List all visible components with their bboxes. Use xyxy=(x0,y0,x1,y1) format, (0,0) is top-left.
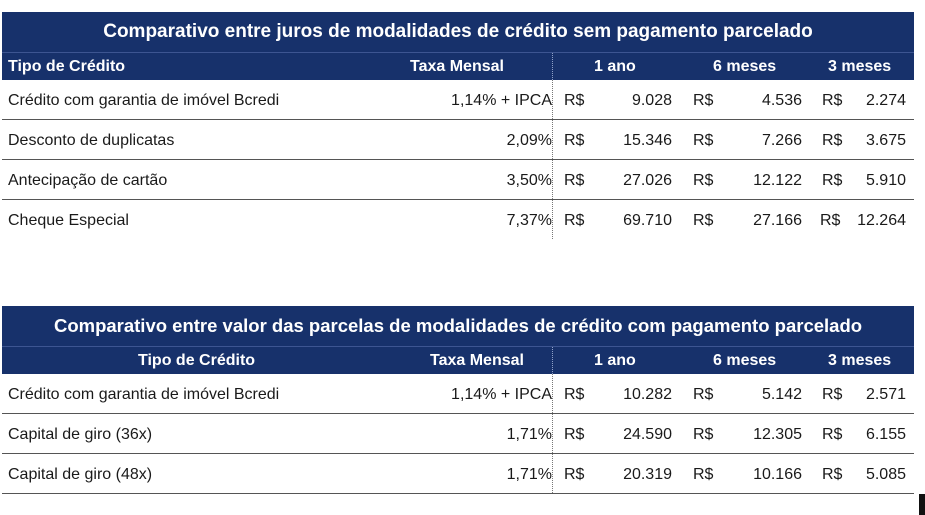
cell-currency: R$ xyxy=(693,426,714,443)
column-divider xyxy=(552,347,553,374)
cell-3-meses: 6.155 xyxy=(865,426,906,443)
cell-tipo: Cheque Especial xyxy=(8,212,129,229)
table-row: Capital de giro (36x) 1,71% R$ 24.590 R$… xyxy=(2,414,914,454)
table-row: Crédito com garantia de imóvel Bcredi 1,… xyxy=(2,80,914,120)
cell-1-ano: 9.028 xyxy=(631,92,672,109)
cell-currency: R$ xyxy=(564,132,585,149)
table-title: Comparativo entre valor das parcelas de … xyxy=(2,306,914,346)
cell-taxa: 1,71% xyxy=(506,466,552,483)
cell-1-ano: 69.710 xyxy=(623,212,672,229)
table-row: Antecipação de cartão 3,50% R$ 27.026 R$… xyxy=(2,160,914,200)
cell-6-meses: 12.122 xyxy=(753,172,802,189)
cell-currency: R$ xyxy=(564,426,585,443)
cell-tipo: Crédito com garantia de imóvel Bcredi xyxy=(8,386,280,403)
header-1-ano: 1 ano xyxy=(594,58,636,75)
column-divider xyxy=(552,53,553,80)
cell-taxa: 2,09% xyxy=(506,132,552,149)
cell-currency: R$ xyxy=(564,386,585,403)
cell-currency: R$ xyxy=(822,466,843,483)
header-tipo-credito: Tipo de Crédito xyxy=(8,58,126,75)
cell-3-meses: 2.571 xyxy=(865,386,906,403)
header-3-meses: 3 meses xyxy=(828,58,892,75)
cell-currency: R$ xyxy=(822,92,843,109)
table-row: Desconto de duplicatas 2,09% R$ 15.346 R… xyxy=(2,120,914,160)
cell-currency: R$ xyxy=(822,132,843,149)
cell-taxa: 7,37% xyxy=(506,212,552,229)
cell-currency: R$ xyxy=(564,172,585,189)
header-3-meses: 3 meses xyxy=(828,352,892,369)
cell-tipo: Capital de giro (36x) xyxy=(8,426,153,443)
column-divider xyxy=(552,80,553,119)
cell-tipo: Crédito com garantia de imóvel Bcredi xyxy=(8,92,280,109)
table-parcelas-com-parcelamento: Comparativo entre valor das parcelas de … xyxy=(2,306,914,494)
cell-1-ano: 20.319 xyxy=(623,466,672,483)
cell-6-meses: 12.305 xyxy=(753,426,802,443)
cell-3-meses: 2.274 xyxy=(865,92,906,109)
column-divider xyxy=(552,120,553,159)
cell-6-meses: 5.142 xyxy=(761,386,802,403)
table-row: Capital de giro (48x) 1,71% R$ 20.319 R$… xyxy=(2,454,914,494)
cell-6-meses: 27.166 xyxy=(753,212,802,229)
cell-currency: R$ xyxy=(822,172,843,189)
cell-taxa: 3,50% xyxy=(506,172,552,189)
cell-currency: R$ xyxy=(820,212,841,229)
table-header-row: Tipo de Crédito Taxa Mensal 1 ano 6 mese… xyxy=(2,52,914,80)
cell-6-meses: 7.266 xyxy=(761,132,802,149)
header-6-meses: 6 meses xyxy=(713,352,777,369)
cell-6-meses: 4.536 xyxy=(761,92,802,109)
column-divider xyxy=(552,454,553,493)
cell-currency: R$ xyxy=(693,132,714,149)
table-row: Crédito com garantia de imóvel Bcredi 1,… xyxy=(2,374,914,414)
cell-currency: R$ xyxy=(693,386,714,403)
cell-tipo: Antecipação de cartão xyxy=(8,172,168,189)
cell-3-meses: 5.085 xyxy=(865,466,906,483)
cell-taxa: 1,14% + IPCA xyxy=(451,92,552,109)
cell-currency: R$ xyxy=(564,212,585,229)
cell-3-meses: 12.264 xyxy=(857,212,906,229)
column-divider xyxy=(552,200,553,239)
table-row: Cheque Especial 7,37% R$ 69.710 R$ 27.16… xyxy=(2,200,914,239)
cell-taxa: 1,14% + IPCA xyxy=(451,386,552,403)
header-6-meses: 6 meses xyxy=(713,58,777,75)
cell-currency: R$ xyxy=(822,386,843,403)
header-tipo-credito: Tipo de Crédito xyxy=(138,352,256,369)
cell-6-meses: 10.166 xyxy=(753,466,802,483)
cell-taxa: 1,71% xyxy=(506,426,552,443)
column-divider xyxy=(552,160,553,199)
header-taxa-mensal: Taxa Mensal xyxy=(430,352,524,369)
cell-currency: R$ xyxy=(693,92,714,109)
cell-currency: R$ xyxy=(693,172,714,189)
cell-tipo: Desconto de duplicatas xyxy=(8,132,175,149)
cell-1-ano: 27.026 xyxy=(623,172,672,189)
cell-1-ano: 15.346 xyxy=(623,132,672,149)
cell-3-meses: 3.675 xyxy=(865,132,906,149)
cell-1-ano: 10.282 xyxy=(623,386,672,403)
cell-tipo: Capital de giro (48x) xyxy=(8,466,153,483)
column-divider xyxy=(552,374,553,413)
cell-currency: R$ xyxy=(564,466,585,483)
table-juros-sem-parcelamento: Comparativo entre juros de modalidades d… xyxy=(2,12,914,239)
column-divider xyxy=(552,414,553,453)
cell-1-ano: 24.590 xyxy=(623,426,672,443)
table-header-row: Tipo de Crédito Taxa Mensal 1 ano 6 mese… xyxy=(2,346,914,374)
corner-mark xyxy=(919,494,925,515)
cell-currency: R$ xyxy=(564,92,585,109)
cell-currency: R$ xyxy=(693,212,714,229)
table-title: Comparativo entre juros de modalidades d… xyxy=(2,12,914,52)
header-1-ano: 1 ano xyxy=(594,352,636,369)
cell-currency: R$ xyxy=(822,426,843,443)
cell-3-meses: 5.910 xyxy=(865,172,906,189)
header-taxa-mensal: Taxa Mensal xyxy=(410,58,504,75)
cell-currency: R$ xyxy=(693,466,714,483)
